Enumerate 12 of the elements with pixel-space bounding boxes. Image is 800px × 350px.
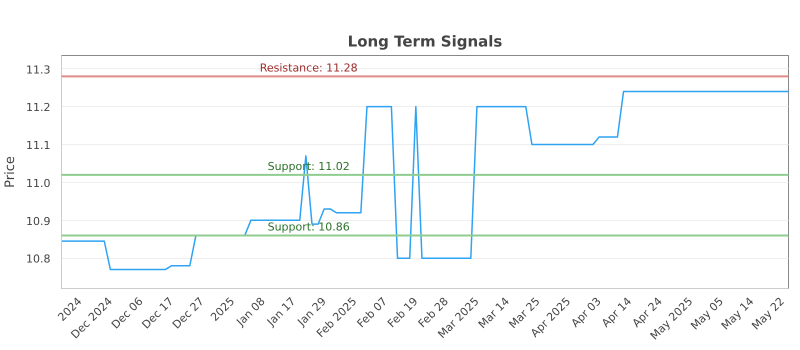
y-tick-label: 11.1 xyxy=(26,139,51,152)
y-tick-label: 11.0 xyxy=(26,176,51,190)
ref-line-label: Support: 10.86 xyxy=(268,220,350,234)
chart-title: Long Term Signals xyxy=(348,32,502,50)
y-axis-title: Price xyxy=(3,156,18,188)
ref-line-label: Resistance: 11.28 xyxy=(260,61,358,74)
y-tick-label: 10.8 xyxy=(26,252,51,266)
line-series xyxy=(62,90,788,270)
y-tick-label: 11.3 xyxy=(26,63,51,76)
y-tick-label: 11.2 xyxy=(26,101,51,114)
y-tick-label: 10.9 xyxy=(26,214,51,228)
x-tick-label: Dec 27 xyxy=(170,294,207,332)
